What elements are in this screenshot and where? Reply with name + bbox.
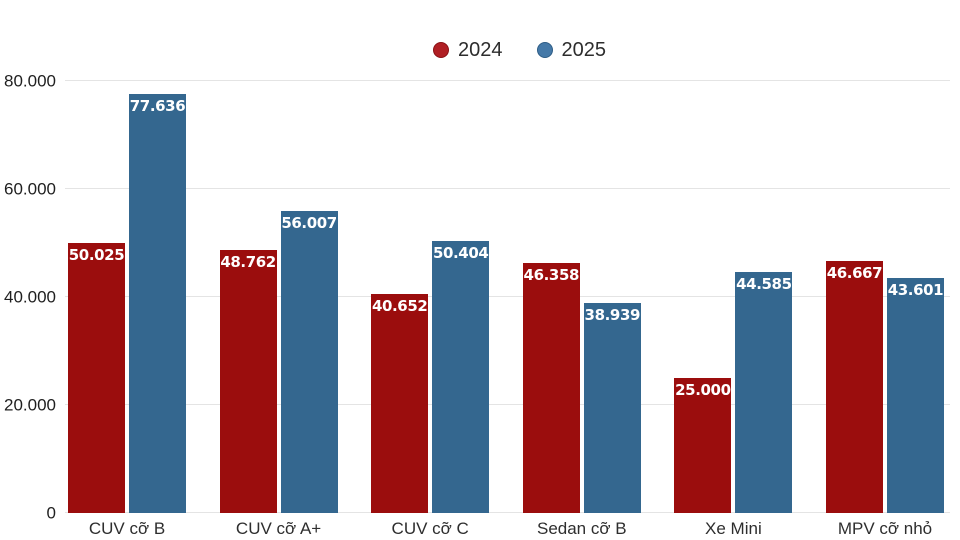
- y-axis-tick-label: 40.000: [4, 287, 56, 307]
- bar-value-label: 56.007: [281, 213, 337, 232]
- bar-2024: 25.000: [674, 378, 732, 513]
- y-axis-tick-label: 0: [46, 503, 56, 523]
- bar-value-label: 25.000: [675, 381, 731, 399]
- bar-group: 40.652 50.404 CUV cỡ C: [371, 240, 490, 537]
- bar-value-label: 46.358: [523, 265, 580, 284]
- bar-2024: 46.667: [825, 261, 883, 513]
- bar-group: 25.000 44.585 Xe Mini: [674, 272, 793, 537]
- x-axis-label: CUV cỡ C: [391, 519, 469, 538]
- bar-value-label: 50.025: [68, 245, 125, 264]
- bar-group: 46.667 43.601 MPV cỡ nhỏ: [825, 261, 944, 537]
- legend-dot-2024-icon: [433, 42, 449, 58]
- plot-area: 0 20.000 40.000 60.000 80.000 50.025 77.636 CUV…: [4, 73, 950, 537]
- x-axis-label: CUV cỡ A+: [235, 519, 322, 538]
- bar-2025: 77.636: [129, 93, 186, 513]
- bar-value-label: 38.939: [584, 305, 641, 324]
- y-axis-tick-label: 60.000: [4, 179, 56, 199]
- x-axis-label: CUV cỡ B: [88, 519, 166, 538]
- x-axis-label: Xe Mini: [705, 519, 762, 538]
- legend-item-2025: 2025: [536, 39, 607, 61]
- gridline-20000: [65, 404, 950, 405]
- gridline-0: [65, 512, 950, 513]
- x-axis-label: Sedan cỡ B: [536, 519, 627, 538]
- y-axis-tick-label: 20.000: [4, 395, 56, 415]
- bar-value-label: 44.585: [736, 275, 792, 294]
- legend-item-2024: 2024: [433, 40, 503, 60]
- gridline-40000: [65, 296, 950, 297]
- bar-value-label: 48.762: [220, 252, 276, 271]
- gridline-60000: [65, 188, 950, 189]
- gridline-80000: [65, 80, 950, 81]
- bar-group: 46.358 38.939 Sedan cỡ B: [522, 262, 641, 537]
- x-axis-label: MPV cỡ nhỏ: [837, 519, 933, 538]
- legend-label-2024: 2024: [458, 39, 503, 61]
- legend-dot-2025-icon: [536, 42, 553, 58]
- bars-row: 50.025 77.636 CUV cỡ B 48.762 56.007 CUV cỡ A…: [65, 81, 950, 537]
- bar-group: 50.025 77.636 CUV cỡ B: [68, 93, 186, 537]
- bar-2024: 50.025: [68, 242, 125, 513]
- bar-2025: 50.404: [432, 240, 490, 513]
- y-axis-tick-label: 80.000: [4, 71, 56, 91]
- bar-value-label: 40.652: [371, 296, 428, 315]
- bar-2025: 44.585: [735, 272, 793, 513]
- bar-value-label: 43.601: [887, 280, 944, 299]
- bar-2024: 40.652: [371, 293, 429, 513]
- bar-2025: 38.939: [583, 302, 641, 513]
- legend: 2024 2025: [433, 40, 606, 60]
- legend-label-2025: 2025: [561, 39, 607, 61]
- bar-2024: 48.762: [219, 249, 277, 513]
- bar-2025: 43.601: [886, 277, 944, 513]
- bar-2025: 56.007: [280, 210, 338, 513]
- bar-group: 48.762 56.007 CUV cỡ A+: [219, 210, 338, 537]
- bar-value-label: 77.636: [129, 96, 186, 115]
- bar-value-label: 46.667: [826, 264, 883, 282]
- bar-value-label: 50.404: [432, 243, 489, 262]
- bar-2024: 46.358: [522, 262, 580, 513]
